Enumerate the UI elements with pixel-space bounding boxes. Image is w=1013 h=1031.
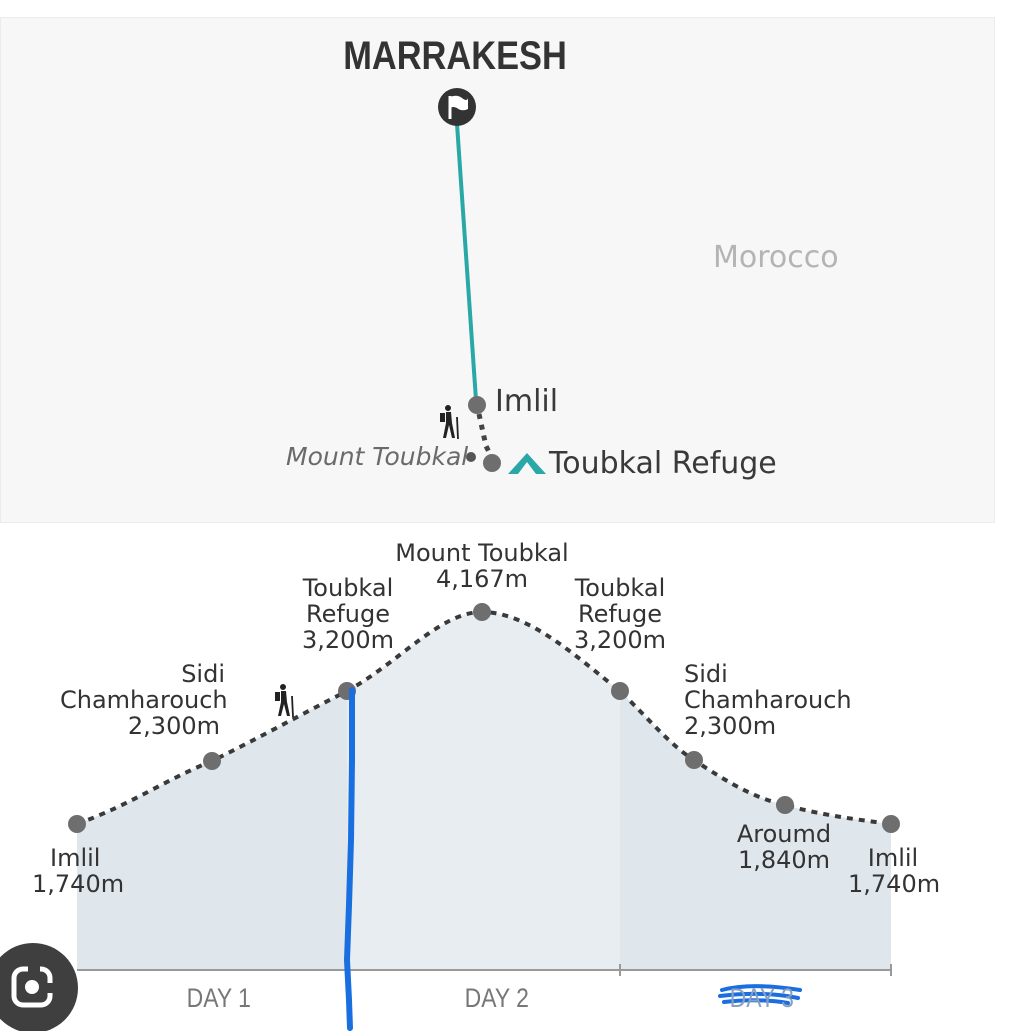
stop-label-refuge-2: Toubkal Refuge 3,200m	[570, 575, 670, 653]
stop-label-imlil-start: Imlil 1,740m	[32, 844, 124, 897]
stop-elevation: 3,200m	[301, 626, 395, 654]
stop-label-sidi-1: Sidi Chamharouch 2,300m	[60, 661, 228, 740]
stop-label-imlil-end: Imlil 1,740m	[848, 844, 941, 898]
route-map	[0, 17, 995, 523]
refuge-marker	[483, 454, 501, 472]
progress-marker	[343, 687, 355, 1031]
stop-marker	[685, 751, 703, 769]
stop-name: Sidi Chamharouch	[60, 661, 228, 713]
stop-marker	[882, 815, 900, 833]
stop-elevation: 3,200m	[573, 626, 667, 654]
stop-elevation: 2,300m	[127, 712, 220, 740]
stop-elevation: 1,840m	[737, 846, 831, 874]
stop-name: Toubkal Refuge	[302, 574, 394, 628]
profile-area-day1	[77, 691, 347, 970]
imlil-label: Imlil	[495, 384, 559, 419]
imlil-marker	[468, 396, 486, 414]
summit-marker	[466, 452, 476, 462]
hiker-icon	[275, 684, 294, 718]
lens-icon[interactable]	[0, 943, 78, 1031]
trail-path	[476, 413, 495, 460]
stop-marker	[776, 796, 794, 814]
day-label-2: DAY 2	[464, 983, 529, 1013]
hiker-icon	[440, 405, 459, 440]
stop-name: Mount Toubkal	[395, 539, 569, 567]
stop-name: Sidi Chamharouch	[684, 660, 852, 714]
tent-icon	[508, 453, 546, 474]
scribble-mark	[718, 984, 802, 1005]
stop-marker	[611, 682, 629, 700]
stop-marker	[473, 603, 491, 621]
mount-toubkal-label: Mount Toubkal	[286, 442, 469, 471]
stop-elevation: 2,300m	[684, 712, 777, 740]
stop-name: Aroumd	[736, 820, 832, 848]
stop-marker	[203, 752, 221, 770]
stop-name-text: Sidi Chamharouch	[60, 660, 228, 714]
stop-elevation: 1,740m	[32, 870, 125, 898]
stop-name: Imlil	[50, 844, 101, 872]
day-label-3: DAY 3	[729, 983, 794, 1013]
stop-label-sidi-2: Sidi Chamharouch 2,300m	[684, 661, 854, 739]
stop-label-aroumd: Aroumd 1,840m	[734, 821, 834, 873]
toubkal-refuge-label: Toubkal Refuge	[549, 446, 777, 481]
stop-label-refuge-1: Toubkal Refuge 3,200m	[298, 575, 398, 653]
city-title: MARRAKESH	[343, 34, 567, 78]
stop-elevation: 1,740m	[848, 870, 941, 898]
stop-name: Imlil	[867, 844, 919, 872]
country-label: Morocco	[713, 240, 839, 275]
stop-name: Toubkal Refuge	[574, 574, 666, 628]
stop-elevation: 4,167m	[435, 565, 529, 593]
stop-label-summit: Mount Toubkal 4,167m	[392, 540, 572, 592]
stop-marker	[68, 815, 86, 833]
day-label-1: DAY 1	[186, 983, 251, 1013]
route-line	[455, 123, 478, 401]
flag-icon	[438, 88, 476, 126]
profile-area-day2	[347, 612, 620, 970]
profile-line	[76, 609, 892, 826]
